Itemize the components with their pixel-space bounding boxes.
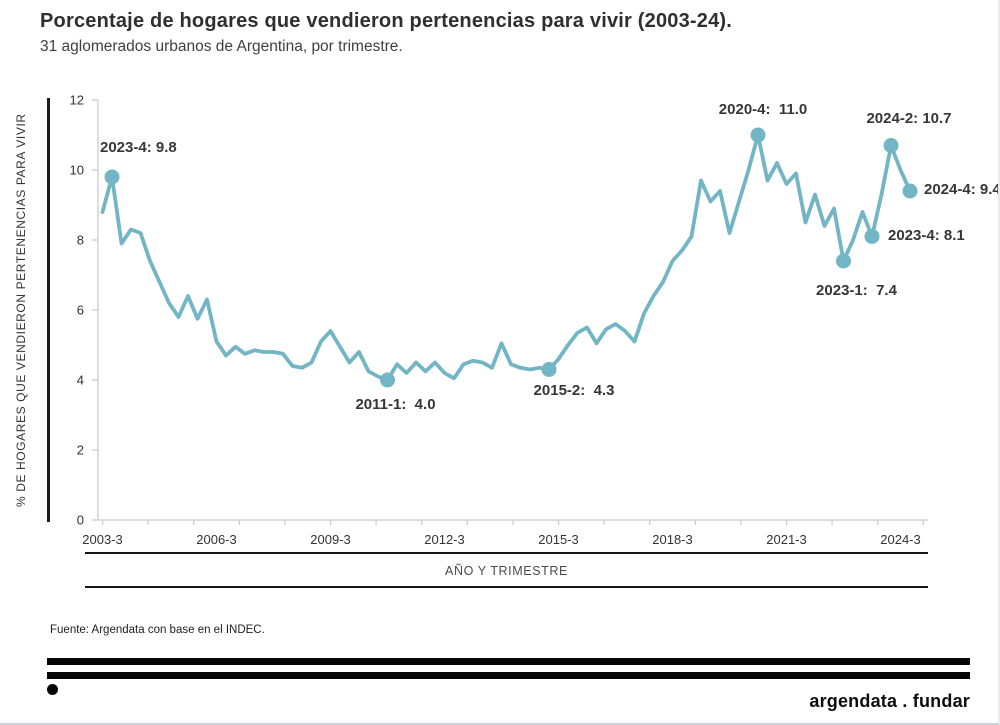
x-tick-label: 2006-3	[196, 532, 236, 547]
y-tick-label: 10	[70, 163, 84, 178]
x-tick-label: 2018-3	[652, 532, 692, 547]
y-tick-label: 2	[77, 443, 84, 458]
annotation-label: 2020-4: 11.0	[718, 101, 808, 118]
logo-wordmark: argendata . fundar	[809, 691, 970, 711]
data-point-marker	[883, 138, 899, 153]
annotation-label: 2023-1: 7.4	[816, 282, 897, 299]
logo-bar-bottom	[47, 672, 970, 679]
y-tick-label: 8	[77, 233, 84, 248]
data-point-marker	[902, 183, 918, 199]
x-axis-title: AÑO Y TRIMESTRE	[445, 564, 568, 578]
y-tick-label: 12	[70, 93, 84, 108]
y-tick-label: 4	[77, 373, 84, 388]
y-axis-accent-bar	[47, 98, 50, 522]
source-note: Fuente: Argendata con base en el INDEC.	[50, 624, 265, 636]
annotation-label: 2024-2: 10.7	[866, 109, 952, 127]
annotation-label: 2023-4: 9.8	[100, 139, 177, 156]
data-point-marker	[836, 253, 851, 269]
x-axis-title-rule-top	[85, 552, 928, 554]
data-point-marker	[864, 229, 880, 244]
x-tick-label: 2024-3	[880, 532, 920, 547]
annotation-label: 2015-2: 4.3	[533, 381, 615, 399]
x-tick-label: 2012-3	[424, 532, 464, 547]
x-tick-label: 2009-3	[310, 532, 350, 547]
x-tick-label: 2021-3	[766, 532, 806, 547]
annotation-label: 2023-4: 8.1	[888, 226, 965, 244]
annotation-label: 2024-4: 9.4	[924, 181, 1000, 198]
data-line	[100, 133, 912, 382]
data-point-marker	[750, 127, 766, 143]
data-point-marker	[104, 169, 120, 185]
logo-bar-top	[47, 658, 970, 665]
logo-dot	[47, 684, 58, 695]
x-axis-title-rule-bottom	[85, 586, 928, 588]
x-tick-label: 2015-3	[538, 532, 578, 547]
page-subtitle: 31 aglomerados urbanos de Argentina, por…	[40, 38, 403, 55]
annotation-label: 2011-1: 4.0	[355, 396, 436, 413]
data-point-marker	[380, 372, 395, 388]
data-point-marker	[541, 362, 557, 377]
x-tick-label: 2003-3	[82, 532, 122, 547]
y-tick-label: 6	[77, 303, 84, 318]
page-title: Porcentaje de hogares que vendieron pert…	[40, 10, 733, 32]
y-tick-label: 0	[77, 513, 84, 528]
